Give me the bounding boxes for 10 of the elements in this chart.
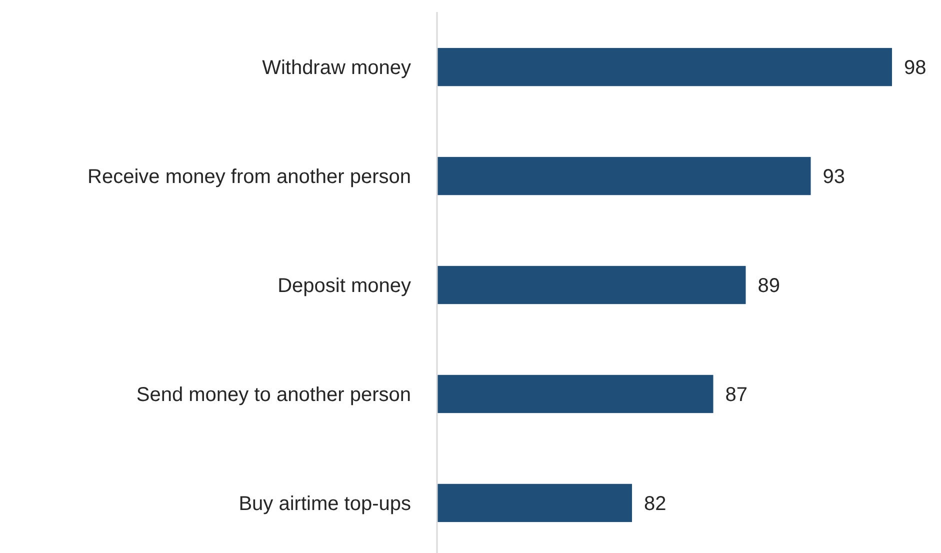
y-tick-label: Buy airtime top-ups [238,492,411,515]
y-tick-label: Receive money from another person [88,166,411,188]
y-tick-label: Deposit money [278,275,411,297]
data-label: 89 [758,275,780,297]
data-label: 87 [725,384,748,406]
data-label: 98 [904,57,926,80]
y-tick-label: Withdraw money [262,57,411,80]
data-label: 93 [822,166,845,188]
y-tick-label: Send money to another person [136,384,411,406]
data-label: 82 [644,492,666,515]
